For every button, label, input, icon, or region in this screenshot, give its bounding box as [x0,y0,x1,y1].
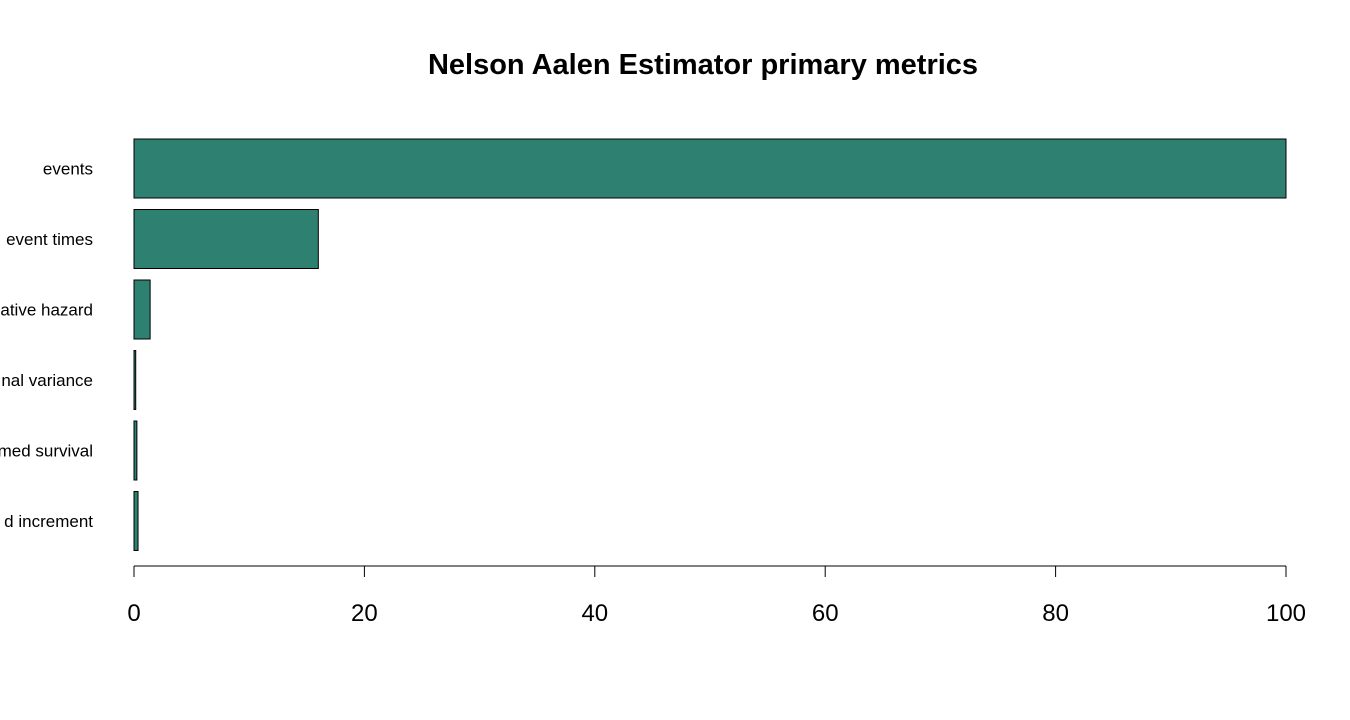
x-tick-label: 40 [581,600,608,627]
category-label: d increment [4,512,93,531]
x-tick-label: 20 [351,600,378,627]
bar-4 [133,350,137,410]
bar-1 [133,138,1287,199]
category-labels-group: events event times ative hazard nal varianc… [0,160,93,532]
x-axis: 0 20 40 60 80 100 [127,565,1306,627]
bars-group [133,138,1287,551]
bar-6 [133,491,139,551]
x-tick-label: 100 [1266,600,1306,627]
bar-2 [133,209,319,269]
bar-5 [133,420,138,481]
x-tick-label: 0 [127,600,140,627]
category-label: event times [6,230,93,249]
x-tick-label: 60 [812,600,839,627]
category-label: ative hazard [0,301,93,320]
chart-title: Nelson Aalen Estimator primary metrics [428,49,978,81]
x-tick-label: 80 [1042,600,1069,627]
category-label: med survival [0,442,93,461]
category-label: events [43,160,93,179]
bar-3 [133,279,151,340]
category-label: nal variance [1,371,93,390]
